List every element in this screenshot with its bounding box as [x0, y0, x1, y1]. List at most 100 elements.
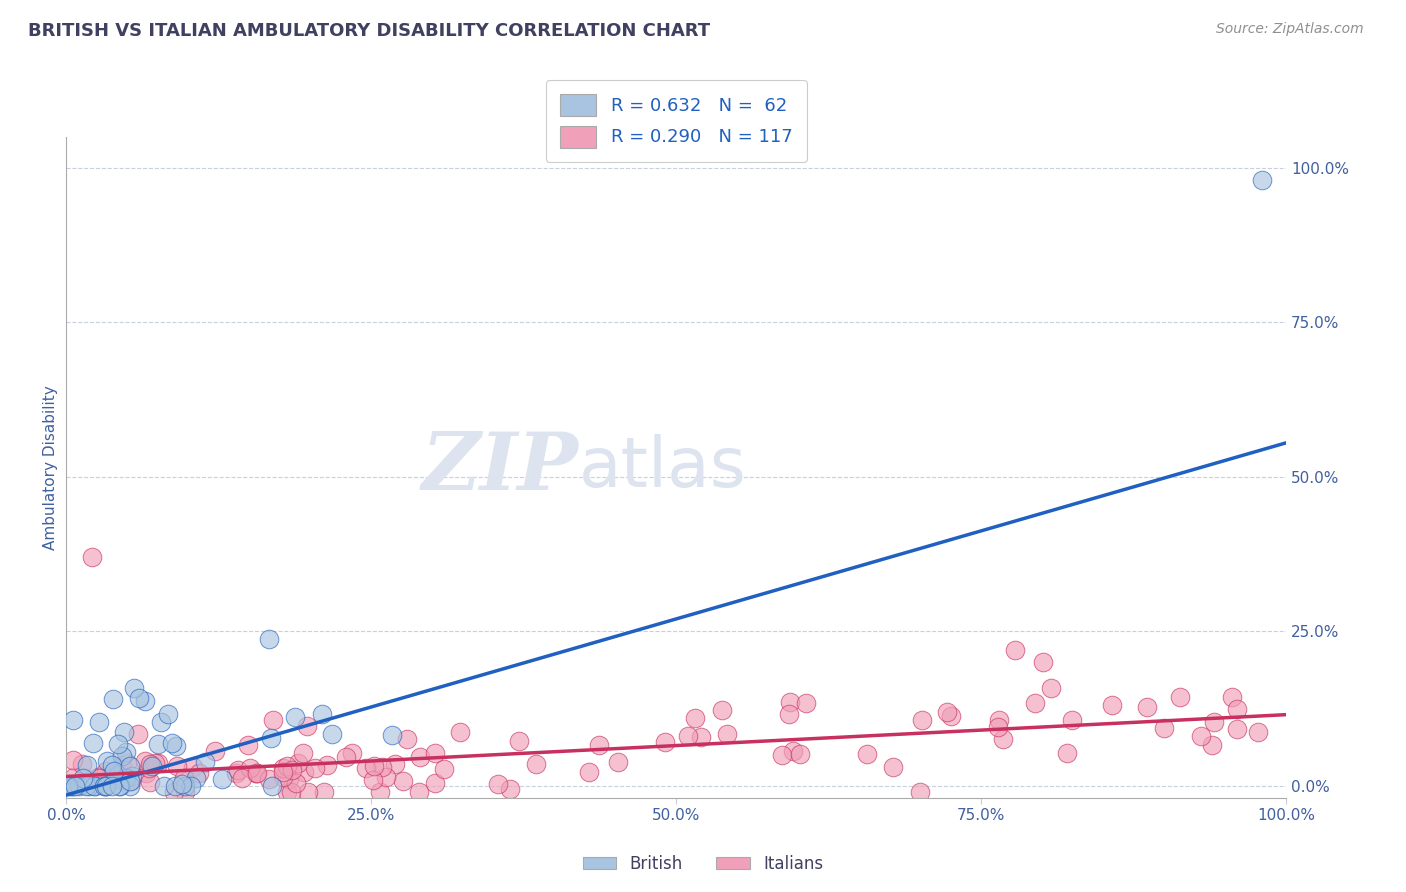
- Point: [67, 779, 90, 793]
- Point: [935, 705, 957, 719]
- Point: [96, 779, 118, 793]
- Point: [1189, 729, 1212, 743]
- Point: [297, 785, 319, 799]
- Point: [1153, 721, 1175, 735]
- Point: [103, 764, 125, 778]
- Point: [139, 774, 162, 789]
- Point: [1220, 690, 1243, 704]
- Point: [115, 756, 138, 770]
- Point: [174, 779, 197, 793]
- Point: [794, 696, 817, 710]
- Point: [77, 779, 100, 793]
- Point: [991, 731, 1014, 746]
- Point: [588, 738, 610, 752]
- Point: [146, 756, 169, 770]
- Point: [107, 737, 129, 751]
- Point: [606, 755, 628, 769]
- Point: [335, 749, 357, 764]
- Point: [103, 772, 125, 786]
- Point: [245, 765, 267, 780]
- Point: [239, 760, 262, 774]
- Point: [882, 760, 904, 774]
- Point: [63, 779, 86, 793]
- Point: [654, 735, 676, 749]
- Point: [409, 750, 432, 764]
- Point: [281, 763, 304, 777]
- Text: BRITISH VS ITALIAN AMBULATORY DISABILITY CORRELATION CHART: BRITISH VS ITALIAN AMBULATORY DISABILITY…: [28, 22, 710, 40]
- Point: [120, 774, 142, 789]
- Point: [508, 734, 530, 748]
- Point: [855, 747, 877, 761]
- Point: [770, 747, 793, 762]
- Point: [271, 761, 294, 775]
- Point: [245, 765, 267, 780]
- Point: [1204, 714, 1226, 729]
- Point: [716, 727, 738, 741]
- Point: [260, 731, 283, 745]
- Point: [173, 771, 195, 785]
- Point: [683, 711, 706, 725]
- Point: [146, 737, 169, 751]
- Point: [118, 779, 141, 793]
- Point: [304, 761, 326, 775]
- Point: [58, 779, 80, 793]
- Point: [104, 772, 127, 787]
- Point: [114, 771, 136, 785]
- Point: [371, 760, 394, 774]
- Point: [285, 775, 308, 789]
- Point: [111, 758, 134, 772]
- Point: [280, 785, 302, 799]
- Point: [165, 739, 187, 753]
- Point: [423, 776, 446, 790]
- Point: [408, 785, 430, 799]
- Point: [114, 745, 136, 759]
- Point: [236, 738, 259, 752]
- Point: [128, 690, 150, 705]
- Point: [297, 719, 319, 733]
- Point: [271, 770, 294, 784]
- Point: [1226, 722, 1249, 736]
- Point: [433, 762, 456, 776]
- Point: [363, 759, 385, 773]
- Point: [75, 779, 97, 793]
- Point: [94, 779, 117, 793]
- Point: [1004, 642, 1026, 657]
- Point: [135, 765, 157, 780]
- Point: [711, 703, 734, 717]
- Point: [134, 755, 156, 769]
- Point: [226, 763, 249, 777]
- Point: [111, 748, 134, 763]
- Point: [139, 757, 162, 772]
- Legend: British, Italians: British, Italians: [576, 848, 830, 880]
- Point: [84, 779, 107, 793]
- Point: [124, 681, 146, 695]
- Point: [312, 785, 335, 799]
- Point: [110, 779, 132, 793]
- Point: [361, 773, 384, 788]
- Point: [157, 706, 180, 721]
- Point: [271, 765, 294, 780]
- Point: [107, 768, 129, 782]
- Point: [287, 756, 309, 770]
- Point: [121, 769, 143, 783]
- Point: [184, 771, 207, 785]
- Point: [257, 772, 280, 787]
- Point: [340, 746, 363, 760]
- Point: [112, 725, 135, 739]
- Point: [166, 759, 188, 773]
- Point: [381, 728, 404, 742]
- Point: [204, 744, 226, 758]
- Point: [225, 766, 247, 780]
- Point: [291, 746, 314, 760]
- Point: [82, 736, 104, 750]
- Point: [311, 707, 333, 722]
- Point: [321, 727, 343, 741]
- Point: [93, 779, 115, 793]
- Point: [526, 757, 548, 772]
- Point: [62, 713, 84, 727]
- Point: [127, 727, 149, 741]
- Point: [56, 779, 79, 793]
- Point: [498, 782, 520, 797]
- Point: [988, 713, 1011, 727]
- Point: [449, 725, 471, 739]
